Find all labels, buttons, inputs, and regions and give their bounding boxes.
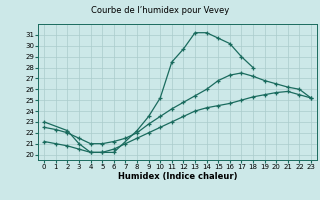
X-axis label: Humidex (Indice chaleur): Humidex (Indice chaleur) (118, 172, 237, 181)
Text: Courbe de l’humidex pour Vevey: Courbe de l’humidex pour Vevey (91, 6, 229, 15)
